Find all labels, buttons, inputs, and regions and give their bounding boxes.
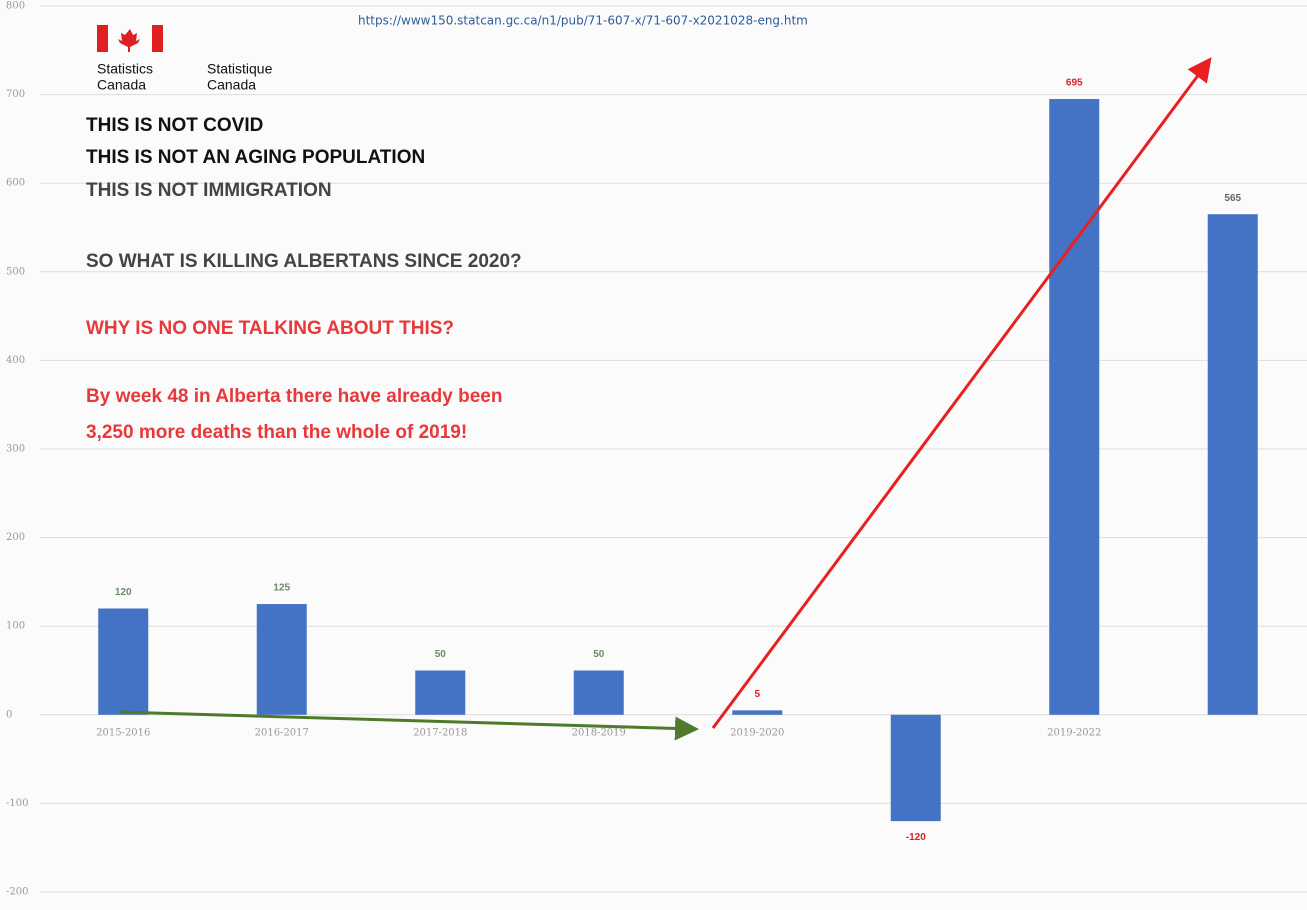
logo-text: Statistique (207, 61, 273, 77)
y-tick-label: 300 (6, 444, 25, 455)
y-tick-label: 500 (6, 266, 25, 277)
value-label: 120 (115, 587, 132, 598)
value-label: 695 (1066, 78, 1083, 89)
x-tick-label: 2019-2020 (730, 727, 784, 738)
y-tick-label: 100 (6, 621, 25, 632)
x-tick-label: 2018-2019 (572, 727, 626, 738)
y-tick-label: 800 (6, 1, 25, 12)
x-tick-label: 2019-2022 (1047, 727, 1101, 738)
y-tick-label: 700 (6, 89, 25, 100)
value-label: 565 (1224, 193, 1241, 204)
bar (1207, 214, 1258, 715)
trend-arrow (711, 57, 1212, 729)
value-label: 50 (435, 649, 447, 660)
x-tick-label: 2016-2017 (255, 727, 309, 738)
y-tick-label: 0 (6, 709, 12, 720)
x-tick-label: 2015-2016 (96, 727, 150, 738)
bar (415, 670, 466, 715)
value-label: 50 (593, 649, 605, 660)
headline: THIS IS NOT IMMIGRATION (86, 180, 332, 201)
bar (732, 710, 783, 715)
flag-bar (152, 25, 163, 52)
plot: 2015-2016 120 2016-2017 125 2017-2018 50 2018-… (96, 78, 1258, 843)
bar (890, 714, 941, 822)
statement: 3,250 more deaths than the whole of 2019… (86, 422, 467, 443)
value-label: -120 (906, 832, 926, 843)
headline: THIS IS NOT COVID (86, 115, 263, 136)
bar (98, 608, 149, 715)
bar (256, 604, 307, 715)
x-tick-label: 2017-2018 (413, 727, 467, 738)
bar (1049, 99, 1100, 715)
y-tick-label: 600 (6, 178, 25, 189)
headline: THIS IS NOT AN AGING POPULATION (86, 147, 425, 168)
question: WHY IS NO ONE TALKING ABOUT THIS? (86, 318, 454, 339)
statement: By week 48 in Alberta there have already… (86, 386, 502, 407)
bar (573, 670, 624, 715)
logo-text: Canada (207, 77, 256, 93)
logo-text: Statistics (97, 61, 153, 77)
y-tick-label: 400 (6, 355, 25, 366)
logo-text: Canada (97, 77, 146, 93)
logo: Statistics Canada Statistique Canada (97, 25, 273, 93)
source-url: https://www150.statcan.gc.ca/n1/pub/71-6… (358, 14, 808, 28)
y-tick-label: -100 (6, 798, 28, 809)
y-tick-label: -200 (6, 887, 28, 898)
question: SO WHAT IS KILLING ALBERTANS SINCE 2020? (86, 251, 522, 272)
value-label: 125 (273, 583, 290, 594)
flag-bar (97, 25, 108, 52)
trend-arrow (119, 710, 699, 741)
value-label: 5 (754, 689, 760, 700)
maple-leaf (118, 29, 140, 52)
y-tick-label: 200 (6, 532, 25, 543)
